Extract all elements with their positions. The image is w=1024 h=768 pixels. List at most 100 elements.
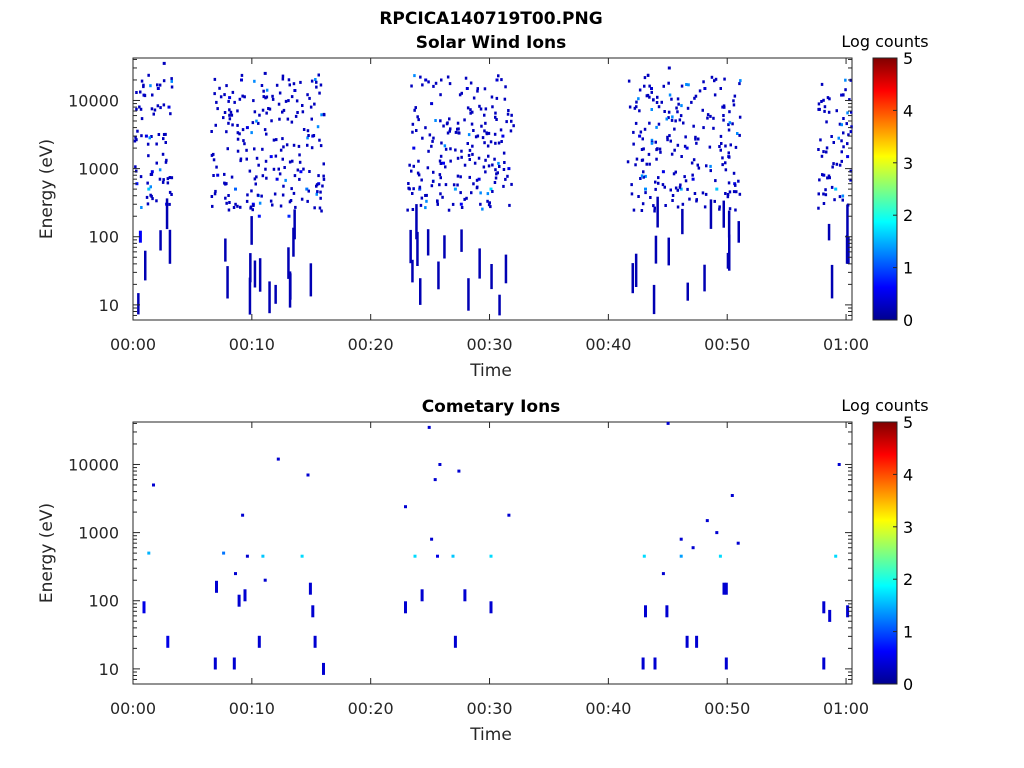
heatmap-cell: [637, 195, 640, 198]
heatmap-cell: [826, 96, 830, 100]
y-tick-label: 10: [99, 296, 119, 315]
heatmap-cell: [819, 138, 822, 142]
heatmap-cell: [465, 87, 469, 90]
heatmap-cell: [822, 601, 826, 614]
solar-wind-ions-panel: Solar Wind Ions 00:00 00:10 00:20 00:30 00:4…: [37, 32, 929, 381]
heatmap-cell: [456, 121, 460, 125]
heatmap-cell: [216, 173, 220, 177]
heatmap-cell: [265, 132, 268, 136]
heatmap-cell: [659, 150, 662, 154]
heatmap-cell: [416, 171, 420, 175]
heatmap-cell: [667, 116, 670, 120]
heatmap-cell: [500, 78, 503, 82]
heatmap-cell: [848, 98, 851, 102]
heatmap-cell: [300, 197, 304, 201]
heatmap-cell: [704, 192, 708, 196]
heatmap-cell: [314, 78, 317, 81]
heatmap-cell: [229, 110, 233, 114]
heatmap-cell: [138, 105, 141, 109]
heatmap-cell: [846, 111, 849, 115]
heatmap-cell: [497, 161, 500, 165]
heatmap-cell: [425, 193, 428, 197]
heatmap-cell: [213, 77, 217, 81]
heatmap-cell: [635, 105, 638, 109]
heatmap-cell: [823, 105, 827, 109]
heatmap-cell: [722, 114, 725, 117]
heatmap-cell: [822, 150, 825, 154]
heatmap-cell: [155, 199, 158, 203]
heatmap-cell: [506, 174, 509, 178]
heatmap-cell: [738, 82, 741, 86]
heatmap-cell: [724, 168, 728, 172]
heatmap-cell: [292, 191, 296, 195]
heatmap-cell: [413, 74, 416, 78]
heatmap-cell: [822, 173, 826, 177]
heatmap-cell: [630, 183, 633, 187]
heatmap-cell: [306, 129, 310, 133]
heatmap-cell: [233, 100, 236, 104]
heatmap-cell: [260, 84, 264, 87]
heatmap-cell: [469, 81, 473, 85]
heatmap-cell: [477, 177, 481, 181]
heatmap-cell: [218, 86, 221, 90]
heatmap-cell: [469, 108, 472, 112]
heatmap-cell: [670, 152, 674, 156]
heatmap-cell: [246, 193, 249, 197]
heatmap-cell: [737, 221, 740, 243]
heatmap-cell: [722, 118, 725, 122]
heatmap-cell: [251, 121, 255, 125]
heatmap-cell: [845, 122, 848, 126]
heatmap-cell: [412, 187, 415, 191]
heatmap-cell: [285, 143, 289, 147]
heatmap-cell: [849, 130, 853, 134]
heatmap-cell: [212, 174, 215, 177]
heatmap-cell: [825, 146, 829, 150]
heatmap-cell: [313, 102, 316, 106]
heatmap-cell: [824, 193, 828, 197]
heatmap-cell: [485, 131, 488, 135]
heatmap-cell: [827, 223, 831, 241]
heatmap-cell: [834, 187, 838, 191]
heatmap-cell: [269, 199, 273, 203]
heatmap-cell: [292, 82, 296, 86]
colorbar-tick-label: 3: [903, 154, 913, 173]
heatmap-cell: [443, 144, 447, 148]
heatmap-cell: [439, 162, 443, 165]
heatmap-cell: [713, 199, 716, 203]
heatmap-cell: [143, 94, 147, 98]
heatmap-cell: [690, 161, 694, 165]
heatmap-cell: [496, 171, 499, 175]
heatmap-cell: [146, 181, 149, 185]
heatmap-cell: [293, 209, 296, 240]
heatmap-cell: [320, 209, 323, 213]
heatmap-cell: [147, 551, 151, 555]
heatmap-cell: [245, 199, 249, 203]
heatmap-cell: [147, 154, 150, 158]
y-tick-label: 100: [88, 228, 119, 247]
heatmap-cell: [467, 278, 470, 311]
heatmap-cell: [242, 139, 245, 143]
heatmap-cell: [299, 170, 303, 174]
heatmap-cell: [837, 463, 841, 466]
heatmap-cell: [481, 136, 485, 140]
heatmap-cell: [494, 115, 497, 119]
heatmap-cell: [240, 78, 243, 82]
heatmap-cell: [231, 123, 234, 127]
heatmap-cell: [733, 94, 737, 98]
heatmap-cell: [837, 136, 840, 140]
x-tick-label: 00:40: [585, 335, 631, 354]
heatmap-cell: [213, 192, 217, 196]
heatmap-cell: [679, 554, 683, 558]
heatmap-cell: [835, 109, 838, 113]
heatmap-cell: [655, 157, 658, 161]
heatmap-cell: [313, 206, 316, 210]
heatmap-cell: [410, 84, 413, 88]
heatmap-cell: [165, 198, 169, 230]
heatmap-cell: [306, 93, 309, 97]
colorbar-tick-label: 2: [903, 570, 913, 589]
heatmap-cell: [822, 192, 825, 196]
y-tick-label: 100: [88, 592, 119, 611]
heatmap-cell: [732, 103, 736, 107]
heatmap-cell: [215, 580, 218, 593]
